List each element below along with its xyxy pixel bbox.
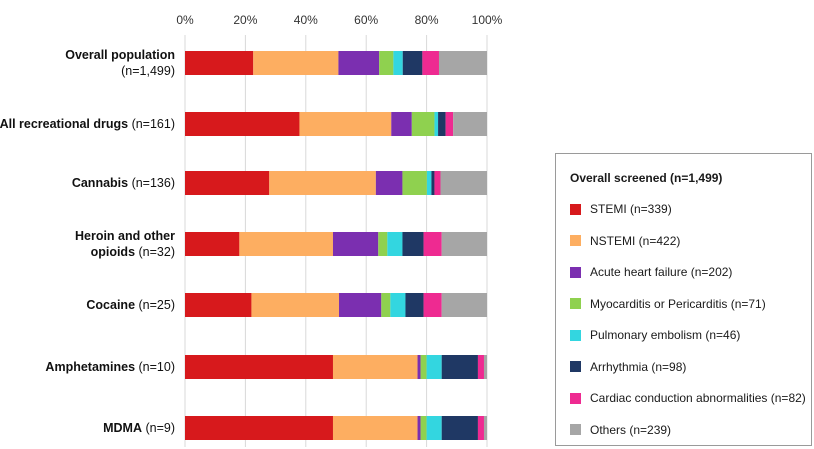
legend-swatch — [570, 392, 581, 404]
bar-segment — [423, 293, 442, 317]
category-label: opioids (n=32) — [91, 245, 175, 259]
bar-segment — [185, 51, 254, 75]
legend-title: Overall screened (n=1,499) — [570, 171, 723, 185]
legend-item: Cardiac conduction abnormalities (n=82) — [570, 390, 806, 406]
category-label: Cannabis (n=136) — [72, 176, 175, 190]
bar-segment — [185, 293, 252, 317]
bar-segment — [422, 51, 439, 75]
bar-segment — [453, 112, 487, 136]
legend-item: STEMI (n=339) — [570, 201, 672, 217]
bar-segment — [185, 416, 333, 440]
legend-item: Arrhythmia (n=98) — [570, 359, 686, 375]
bar-segment — [445, 112, 454, 136]
bar-segment — [426, 355, 442, 379]
x-tick-label: 80% — [415, 13, 439, 27]
legend-swatch — [570, 235, 581, 246]
legend-swatch — [570, 361, 581, 372]
legend-item: NSTEMI (n=422) — [570, 233, 680, 249]
x-tick-label: 100% — [472, 13, 503, 27]
stacked-bar-chart: 0% 20% 40% 60% 80% 100% Overall population (n=1… — [0, 13, 503, 447]
x-tick-label: 20% — [233, 13, 257, 27]
bar-segment — [185, 112, 300, 136]
category-label: Amphetamines (n=10) — [45, 360, 175, 374]
bar-segment — [391, 112, 412, 136]
legend-label: Arrhythmia (n=98) — [590, 359, 687, 374]
bar-segment — [381, 293, 391, 317]
bar-segment — [423, 232, 442, 256]
legend-swatch — [570, 329, 581, 341]
x-tick-label: 60% — [354, 13, 378, 27]
category-label: Heroin and other — [75, 229, 175, 243]
legend-item: Acute heart failure (n=202) — [570, 264, 732, 280]
category-label: Overall population — [65, 48, 175, 62]
bar-segment — [438, 51, 487, 75]
bar-segment — [434, 171, 441, 195]
legend-label: Acute heart failure (n=202) — [590, 265, 733, 279]
bar-segment — [431, 171, 435, 195]
legend-item: Others (n=239) — [570, 422, 671, 438]
bar-segment — [332, 232, 379, 256]
bar-segment — [269, 171, 376, 195]
legend-swatch — [570, 424, 581, 435]
bar-segment — [299, 112, 392, 136]
legend-swatch — [570, 203, 581, 215]
bar-segment — [253, 51, 339, 75]
legend-label: Myocarditis or Pericarditis (n=71) — [590, 296, 766, 311]
bar-segment — [338, 51, 380, 75]
category-n-label: (n=1,499) — [121, 64, 175, 78]
legend-swatch — [570, 298, 581, 309]
bar-segment — [420, 416, 427, 440]
bar-segment — [417, 416, 421, 440]
bar-segment — [339, 293, 382, 317]
bar-segment — [390, 293, 406, 317]
bar-segment — [379, 51, 394, 75]
legend-label: Pulmonary embolism (n=46) — [590, 328, 741, 342]
bar-segment — [185, 355, 333, 379]
bar-segment — [375, 171, 403, 195]
bar-segment — [387, 232, 403, 256]
bar-segment — [405, 293, 424, 317]
chart-legend: Overall screened (n=1,499) STEMI (n=339)… — [555, 153, 812, 446]
legend-item: Myocarditis or Pericarditis (n=71) — [570, 296, 766, 312]
legend-label: Others (n=239) — [590, 422, 672, 437]
bar-segment — [185, 232, 240, 256]
legend-swatch — [570, 266, 581, 278]
bar-segment — [441, 355, 478, 379]
bar-segment — [483, 416, 487, 440]
bar-segment — [402, 51, 423, 75]
bar-segment — [438, 112, 446, 136]
bar-segment — [393, 51, 403, 75]
bar-segment — [417, 355, 421, 379]
bar-segment — [411, 112, 435, 136]
bar-segment — [477, 355, 484, 379]
bar-segment — [441, 232, 487, 256]
category-label: All recreational drugs (n=161) — [0, 117, 175, 131]
x-tick-label: 40% — [294, 13, 318, 27]
bar-segment — [420, 355, 427, 379]
bar-segment — [185, 171, 270, 195]
bar-segment — [402, 232, 424, 256]
bar-segment — [483, 355, 487, 379]
bar-segment — [332, 416, 418, 440]
bar-segment — [378, 232, 388, 256]
bar-segment — [477, 416, 484, 440]
bar-segment — [332, 355, 418, 379]
legend-label: Cardiac conduction abnormalities (n=82) — [590, 391, 806, 405]
bar-segment — [434, 112, 439, 136]
legend-item: Pulmonary embolism (n=46) — [570, 327, 740, 343]
bar-segment — [402, 171, 427, 195]
bar-segment — [251, 293, 340, 317]
legend-label: NSTEMI (n=422) — [590, 233, 681, 248]
x-tick-label: 0% — [176, 13, 194, 27]
category-label: Cocaine (n=25) — [86, 298, 175, 312]
bar-segment — [426, 416, 442, 440]
bar-segment — [440, 171, 487, 195]
bar-segment — [441, 293, 487, 317]
legend-label: STEMI (n=339) — [590, 202, 672, 216]
bar-segment — [426, 171, 432, 195]
bar-segment — [239, 232, 333, 256]
bar-segment — [441, 416, 478, 440]
category-label: MDMA (n=9) — [103, 421, 175, 435]
